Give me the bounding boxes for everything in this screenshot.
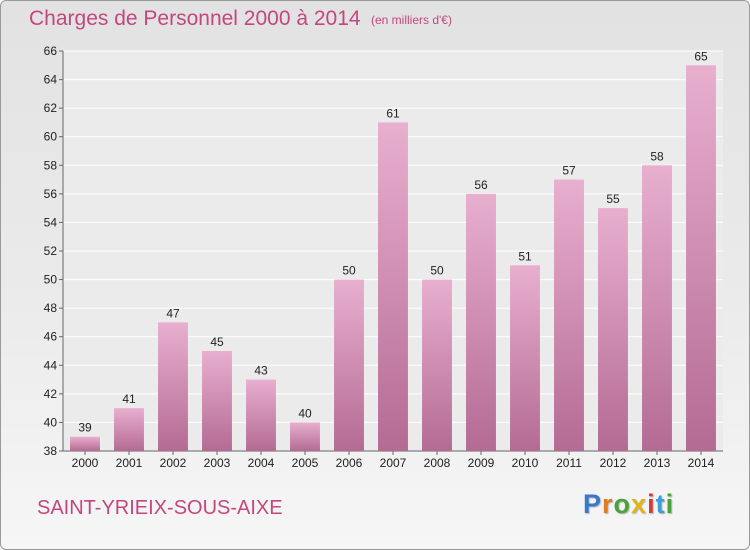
x-tick-label: 2008	[424, 456, 451, 470]
x-tick-label: 2013	[644, 456, 671, 470]
logo-letter: o	[613, 489, 632, 519]
bar	[290, 422, 320, 451]
bar-value-label: 55	[606, 192, 620, 206]
bar-value-label: 50	[342, 264, 356, 278]
logo-letter: t	[655, 489, 666, 519]
y-tick-label: 44	[44, 358, 58, 372]
x-tick-label: 2001	[116, 456, 143, 470]
y-tick-label: 46	[44, 330, 58, 344]
y-tick-label: 62	[44, 101, 58, 115]
x-tick-label: 2002	[160, 456, 187, 470]
bar	[70, 436, 100, 451]
bar-value-label: 43	[254, 364, 268, 378]
x-tick-label: 2007	[380, 456, 407, 470]
bar-value-label: 41	[122, 392, 136, 406]
bar-value-label: 61	[386, 106, 400, 120]
bar	[598, 208, 628, 451]
y-tick-label: 60	[44, 130, 58, 144]
bar-value-label: 51	[518, 249, 532, 263]
y-tick-label: 66	[44, 44, 58, 58]
x-tick-label: 2010	[512, 456, 539, 470]
bar-value-label: 58	[650, 149, 664, 163]
bar	[114, 408, 144, 451]
bar-value-label: 47	[166, 306, 180, 320]
logo-letter: P	[583, 489, 603, 519]
bar	[466, 193, 496, 451]
bar-value-label: 39	[78, 421, 92, 435]
bar	[510, 265, 540, 451]
y-tick-label: 54	[44, 215, 58, 229]
bar-value-label: 45	[210, 335, 224, 349]
y-tick-label: 40	[44, 415, 58, 429]
bar	[378, 122, 408, 451]
bar	[246, 379, 276, 451]
bar	[202, 351, 232, 451]
x-tick-label: 2005	[292, 456, 319, 470]
bar-value-label: 56	[474, 178, 488, 192]
bar-value-label: 40	[298, 406, 312, 420]
y-tick-label: 50	[44, 273, 58, 287]
x-tick-label: 2014	[688, 456, 715, 470]
bar	[158, 322, 188, 451]
bar	[334, 279, 364, 451]
y-tick-label: 48	[44, 301, 58, 315]
bar	[422, 279, 452, 451]
y-tick-label: 42	[44, 387, 58, 401]
y-tick-label: 56	[44, 187, 58, 201]
y-tick-label: 64	[44, 73, 58, 87]
x-tick-label: 2004	[248, 456, 275, 470]
y-tick-label: 52	[44, 244, 58, 258]
x-tick-label: 2000	[72, 456, 99, 470]
x-tick-label: 2011	[556, 456, 582, 470]
y-tick-label: 58	[44, 158, 58, 172]
commune-name: SAINT-YRIEIX-SOUS-AIXE	[37, 497, 283, 519]
bar-value-label: 57	[562, 164, 576, 178]
logo-letter: r	[602, 489, 614, 519]
proxiti-logo: Proxiti	[583, 489, 674, 520]
logo-letter: x	[631, 489, 648, 519]
bar-value-label: 65	[694, 49, 708, 63]
logo-letter: i	[647, 489, 656, 519]
bar	[554, 179, 584, 452]
x-tick-label: 2003	[204, 456, 231, 470]
bar	[642, 165, 672, 452]
chart-subtitle: (en milliers d'€)	[371, 13, 452, 27]
chart-title: Charges de Personnel 2000 à 2014	[29, 7, 361, 30]
logo-letter: i	[665, 489, 675, 519]
x-tick-label: 2006	[336, 456, 363, 470]
bar	[686, 65, 716, 452]
bar-value-label: 50	[430, 264, 444, 278]
x-tick-label: 2009	[468, 456, 495, 470]
x-tick-label: 2012	[600, 456, 627, 470]
y-tick-label: 38	[44, 444, 58, 458]
